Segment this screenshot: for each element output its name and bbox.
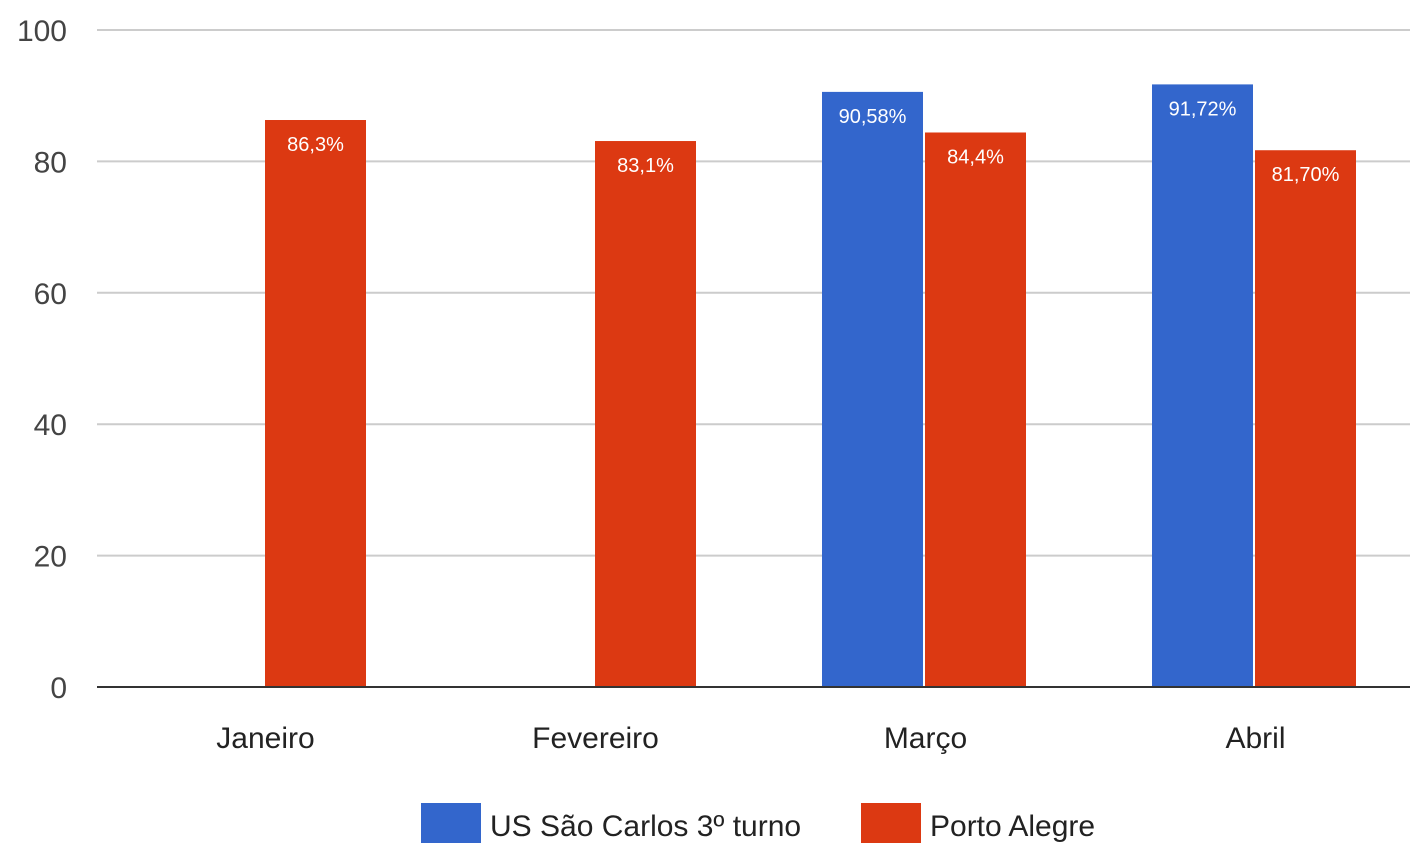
legend-label: US São Carlos 3º turno: [490, 810, 801, 843]
data-label: 84,4%: [947, 146, 1004, 168]
x-tick-label: Fevereiro: [532, 722, 659, 755]
bars: [265, 84, 1356, 687]
data-label: 81,70%: [1272, 164, 1340, 186]
y-tick-label: 40: [34, 409, 67, 442]
bar-porto-alegre[interactable]: [265, 120, 366, 687]
y-tick-label: 0: [50, 672, 67, 705]
legend-swatch: [421, 803, 481, 843]
legend[interactable]: US São Carlos 3º turno Porto Alegre: [421, 803, 1095, 843]
bar-us-sao-carlos[interactable]: [1152, 84, 1253, 687]
legend-item[interactable]: Porto Alegre: [861, 803, 1095, 843]
data-label: 90,58%: [839, 106, 907, 128]
data-labels: 86,3% 83,1% 90,58% 84,4% 91,72% 81,70%: [287, 98, 1339, 186]
legend-swatch: [861, 803, 921, 843]
x-tick-label: Abril: [1225, 722, 1285, 755]
y-tick-label: 80: [34, 146, 67, 179]
bar-porto-alegre[interactable]: [925, 132, 1026, 687]
x-tick-label: Janeiro: [216, 722, 314, 755]
y-axis: 0 20 40 60 80 100: [17, 15, 67, 705]
bar-us-sao-carlos[interactable]: [822, 91, 923, 687]
data-label: 83,1%: [617, 155, 674, 177]
bar-porto-alegre[interactable]: [595, 141, 696, 687]
y-tick-label: 60: [34, 278, 67, 311]
x-tick-label: Março: [884, 722, 967, 755]
data-label: 86,3%: [287, 134, 344, 156]
bar-porto-alegre[interactable]: [1255, 150, 1356, 687]
x-axis: Janeiro Fevereiro Março Abril: [216, 722, 1285, 755]
legend-item[interactable]: US São Carlos 3º turno: [421, 803, 801, 843]
y-tick-label: 100: [17, 15, 67, 48]
legend-label: Porto Alegre: [930, 810, 1095, 843]
data-label: 91,72%: [1169, 98, 1237, 120]
y-tick-label: 20: [34, 541, 67, 574]
